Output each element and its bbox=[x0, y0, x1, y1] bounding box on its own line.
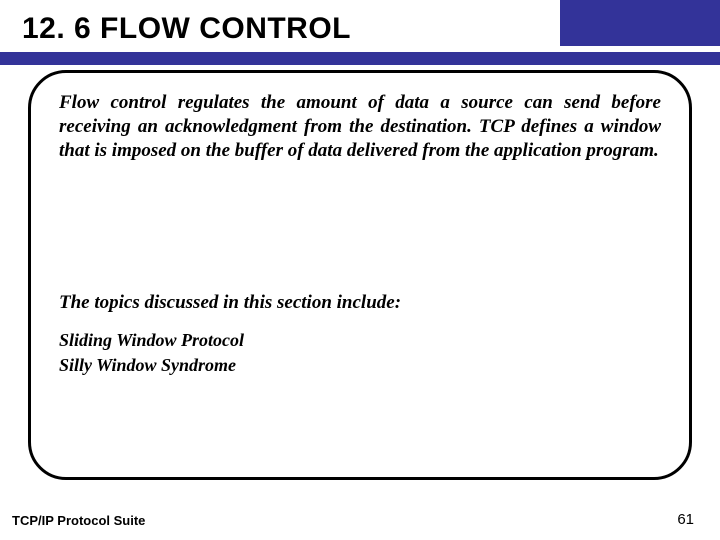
topics-intro: The topics discussed in this section inc… bbox=[59, 292, 661, 314]
topic-item: Silly Window Syndrome bbox=[59, 353, 661, 377]
topics-list: Sliding Window Protocol Silly Window Syn… bbox=[59, 328, 661, 377]
section-title: 12. 6 FLOW CONTROL bbox=[22, 12, 720, 46]
footer-left: TCP/IP Protocol Suite bbox=[12, 513, 145, 528]
topic-item: Sliding Window Protocol bbox=[59, 328, 661, 352]
content-frame: Flow control regulates the amount of dat… bbox=[28, 70, 692, 480]
blue-bar bbox=[0, 52, 720, 65]
body-paragraph: Flow control regulates the amount of dat… bbox=[59, 91, 661, 162]
page-number: 61 bbox=[677, 511, 694, 528]
header: 12. 6 FLOW CONTROL bbox=[0, 0, 720, 46]
